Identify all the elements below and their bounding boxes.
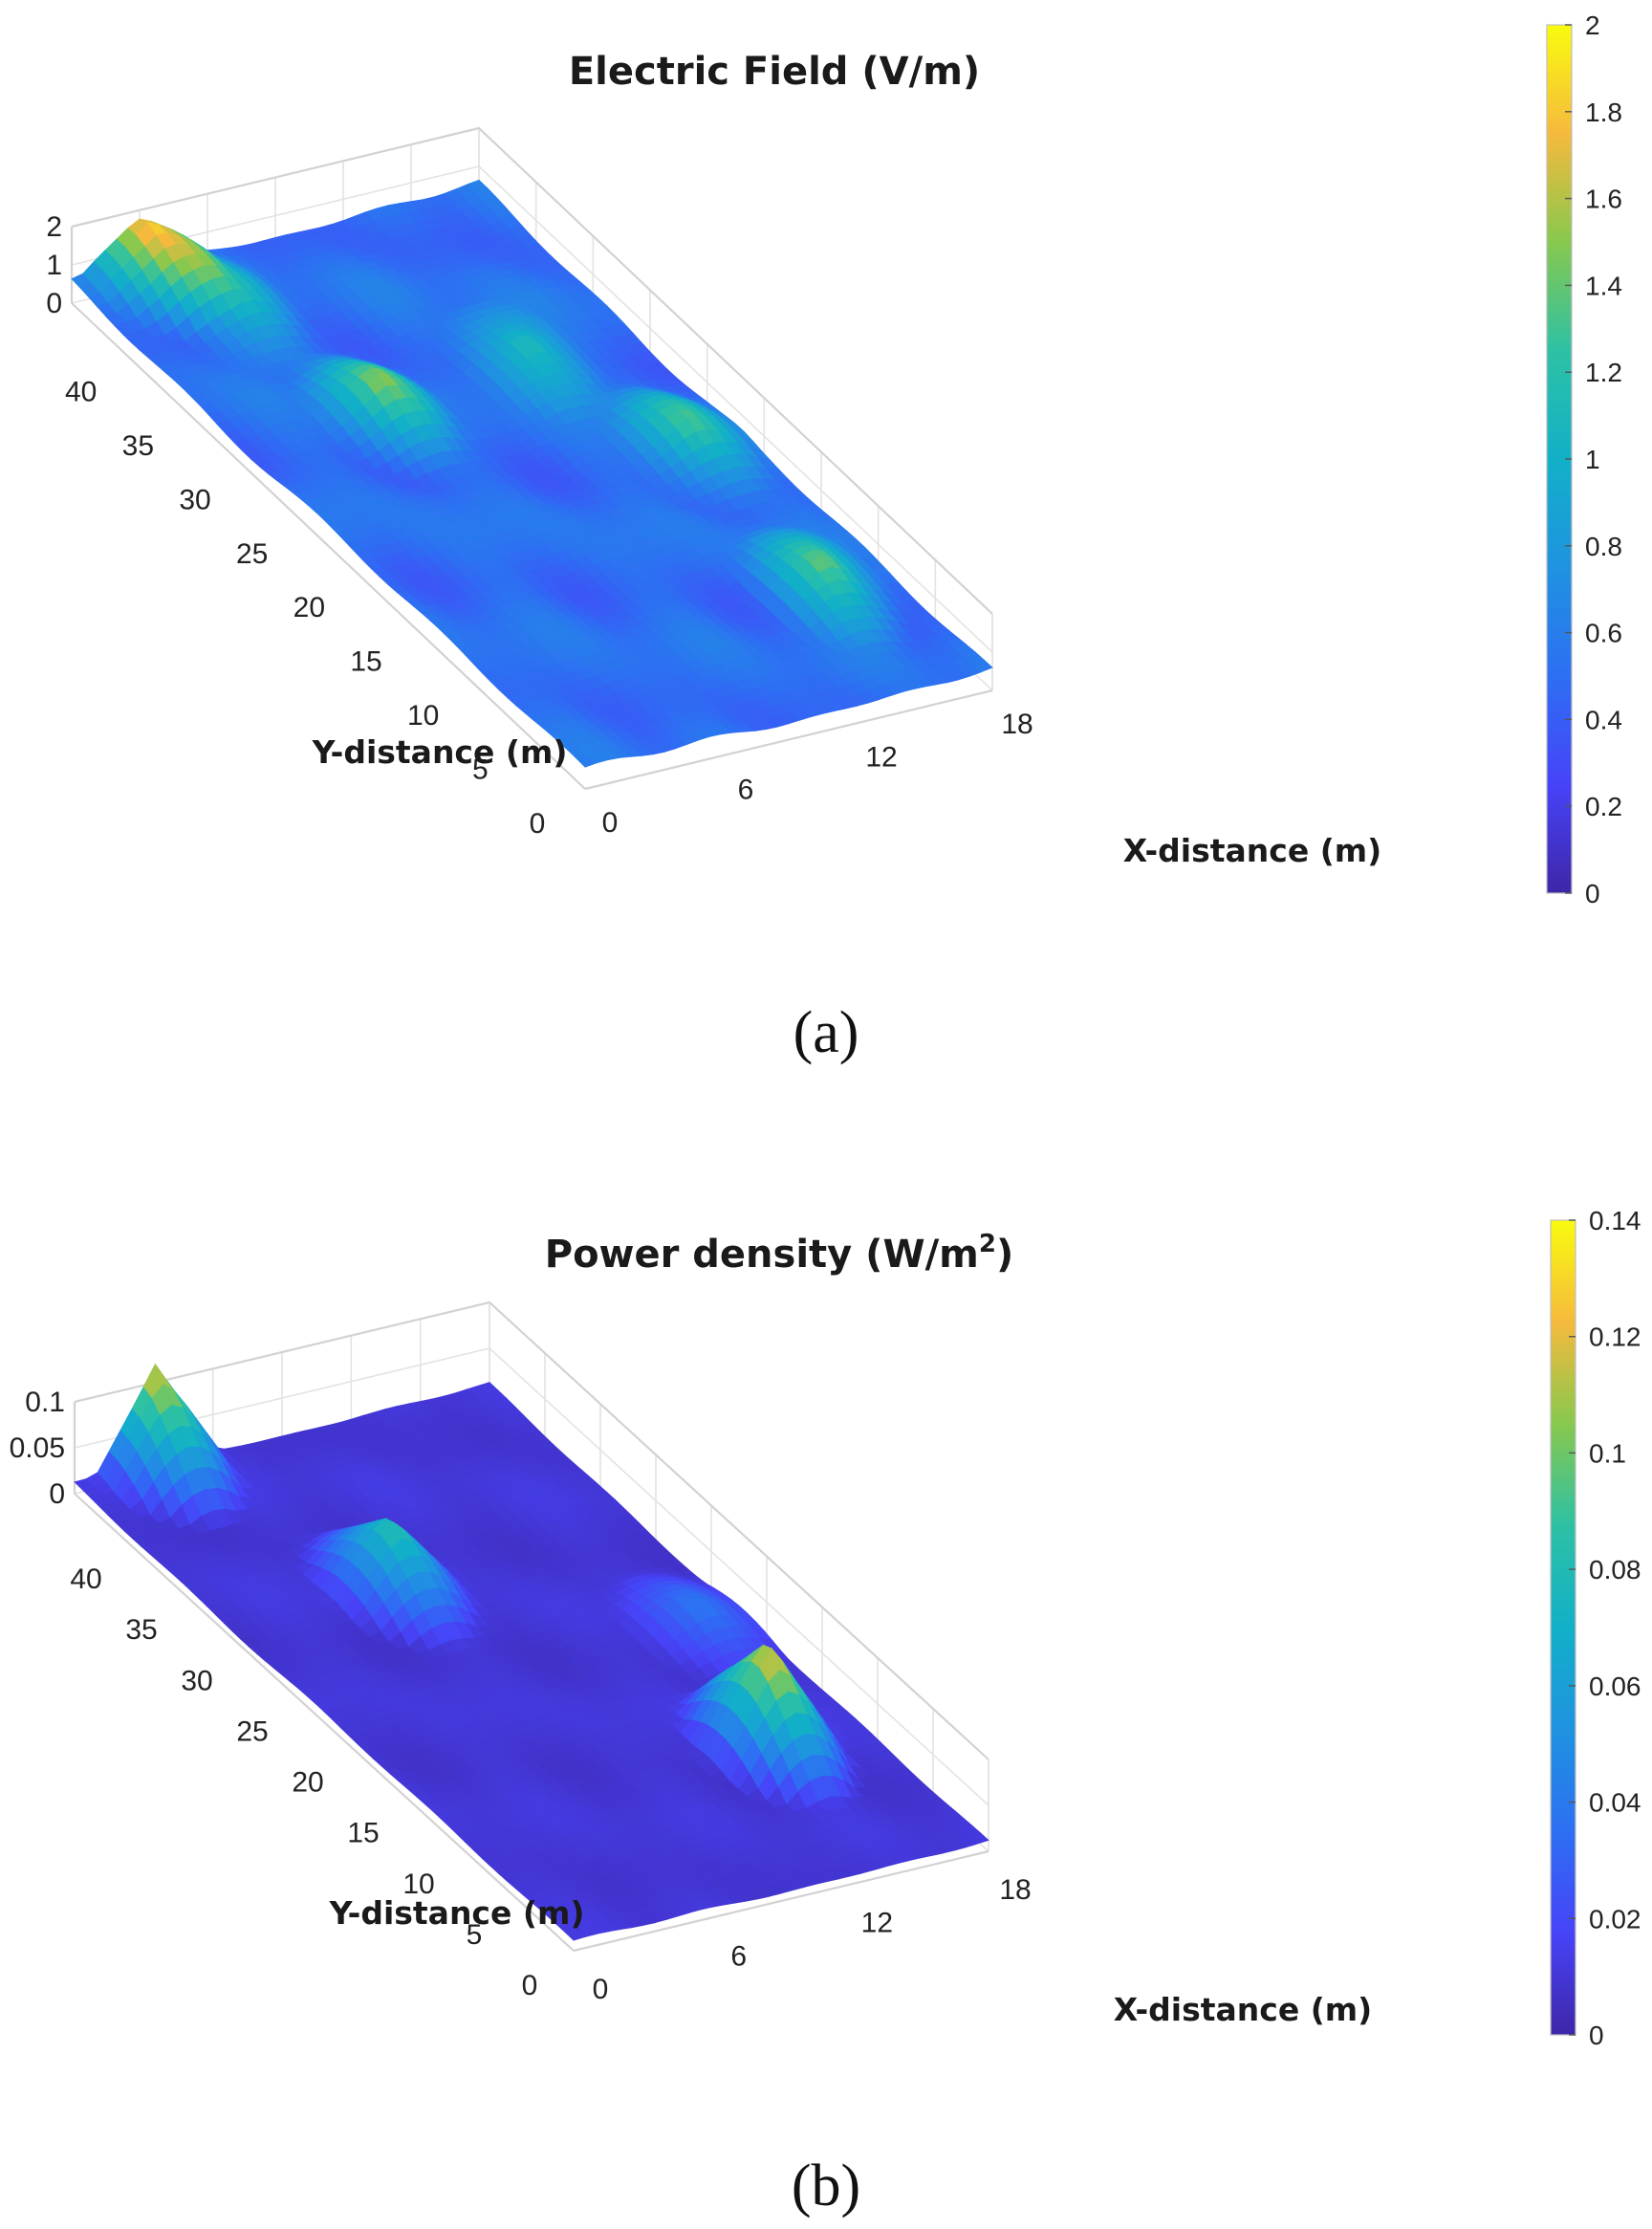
title-main: Power density (W/m <box>545 1233 979 1277</box>
y-tick-label: 40 <box>65 376 97 407</box>
x-axis-label: X-distance (m) <box>1114 1991 1373 2028</box>
colorbar-tick-label: 2 <box>1585 11 1600 40</box>
colorbar-tick-label: 0.6 <box>1585 619 1622 648</box>
colorbar-tick-label: 0.06 <box>1589 1672 1641 1701</box>
z-tick-label: 0.1 <box>25 1387 65 1418</box>
colorbar-tick-label: 1.8 <box>1585 98 1622 127</box>
colorbar-tick-label: 0.04 <box>1589 1788 1641 1818</box>
x-axis-line <box>584 688 993 791</box>
colorbar-tick-label: 0 <box>1589 2021 1604 2050</box>
x-tick-label: 0 <box>602 807 619 839</box>
colorbar <box>1551 1220 1576 2035</box>
colorbar-tick-label: 0.08 <box>1589 1555 1641 1584</box>
y-tick-label: 25 <box>236 538 268 570</box>
y-axis-line <box>71 302 586 790</box>
y-axis-label: Y-distance (m) <box>329 1894 585 1932</box>
z-tick-label: 1 <box>46 250 62 281</box>
y-tick-label: 15 <box>347 1818 379 1849</box>
x-tick-label: 12 <box>865 741 897 773</box>
colorbar-tick-label: 0.1 <box>1589 1438 1626 1468</box>
y-tick-label: 40 <box>70 1563 101 1595</box>
colorbar-tick-label: 0.2 <box>1585 792 1622 821</box>
surface-plot <box>74 1363 989 1941</box>
y-tick-label: 30 <box>179 484 210 515</box>
chart-title: Power density (W/m2) <box>545 1230 1013 1277</box>
z-tick-label: 0 <box>49 1478 65 1510</box>
surface-plot <box>71 179 993 768</box>
x-tick-label: 6 <box>730 1940 747 1972</box>
x-tick-label: 0 <box>593 1974 609 2005</box>
panel-caption: (a) <box>793 1000 859 1065</box>
x-tick-label: 18 <box>999 1874 1031 1906</box>
x-tick-label: 6 <box>738 775 754 806</box>
colorbar-tick-label: 1.6 <box>1585 185 1622 214</box>
title-superscript: 2 <box>979 1230 996 1258</box>
z-tick-label: 0.05 <box>10 1432 65 1464</box>
panel-b: Power density (W/m2) 0612180510152025303… <box>10 1206 1641 2218</box>
panel-caption: (b) <box>792 2153 860 2218</box>
colorbar-tick-label: 0.02 <box>1589 1904 1641 1934</box>
y-tick-label: 35 <box>122 430 154 462</box>
colorbar-tick-label: 1.4 <box>1585 271 1622 300</box>
x-tick-label: 18 <box>1001 709 1032 740</box>
colorbar-tick-label: 0.8 <box>1585 532 1622 561</box>
y-tick-label: 30 <box>181 1665 212 1696</box>
y-tick-label: 20 <box>292 1767 323 1799</box>
colorbar-tick-label: 1.2 <box>1585 358 1622 387</box>
y-tick-label: 10 <box>407 700 439 732</box>
colorbar-tick-label: 0.14 <box>1589 1206 1641 1235</box>
chart-title: Electric Field (V/m) <box>569 50 980 94</box>
colorbar-tick-label: 0.12 <box>1589 1322 1641 1352</box>
y-tick-label: 15 <box>350 646 381 678</box>
axis-box-edge <box>71 126 993 615</box>
title-end: ) <box>996 1233 1013 1277</box>
y-tick-label: 25 <box>236 1715 268 1747</box>
colorbar-tick-label: 1 <box>1585 445 1600 474</box>
x-axis-label: X-distance (m) <box>1123 832 1382 869</box>
panel-a: Electric Field (V/m) 0612180510152025303… <box>46 11 1622 1065</box>
x-tick-label: 12 <box>861 1908 893 1939</box>
y-tick-label: 0 <box>522 1970 538 2001</box>
colorbar-tick-label: 0 <box>1585 879 1600 908</box>
colorbar-tick-label: 0.4 <box>1585 705 1622 734</box>
y-tick-label: 35 <box>125 1614 157 1646</box>
y-tick-label: 0 <box>530 808 546 840</box>
y-tick-label: 20 <box>293 592 325 623</box>
z-tick-label: 2 <box>46 211 62 243</box>
z-tick-label: 0 <box>46 288 62 319</box>
y-axis-label: Y-distance (m) <box>312 733 568 771</box>
